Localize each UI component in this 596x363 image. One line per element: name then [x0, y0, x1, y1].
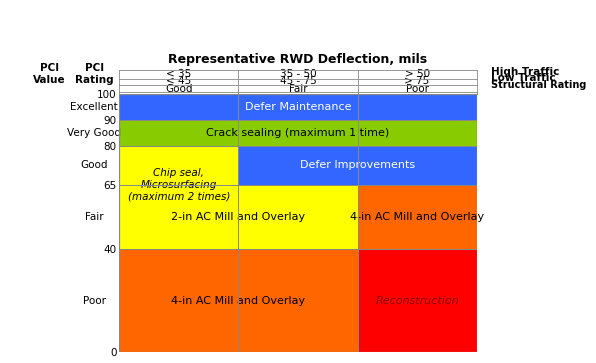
Text: Excellent: Excellent: [70, 102, 118, 112]
Text: 4-in AC Mill and Overlay: 4-in AC Mill and Overlay: [350, 212, 485, 222]
Text: < 35: < 35: [166, 69, 191, 79]
Bar: [119, 94, 477, 120]
Text: > 50: > 50: [405, 69, 430, 79]
Text: Fair: Fair: [85, 212, 104, 222]
Bar: [119, 249, 358, 352]
Text: Defer Maintenance: Defer Maintenance: [245, 102, 351, 112]
Text: Defer Improvements: Defer Improvements: [300, 160, 415, 170]
Text: 45 - 75: 45 - 75: [280, 76, 316, 86]
Text: Good: Good: [80, 160, 108, 170]
Bar: [119, 120, 477, 146]
Bar: [119, 184, 358, 249]
Text: Chip seal,
Microsurfacing
(maximum 2 times): Chip seal, Microsurfacing (maximum 2 tim…: [128, 168, 230, 201]
Text: Crack sealing (maximum 1 time): Crack sealing (maximum 1 time): [206, 128, 390, 138]
Text: 4-in AC Mill and Overlay: 4-in AC Mill and Overlay: [172, 295, 306, 306]
Text: 2-in AC Mill and Overlay: 2-in AC Mill and Overlay: [172, 212, 306, 222]
Text: Poor: Poor: [406, 84, 429, 94]
Text: PCI
Rating: PCI Rating: [75, 64, 113, 85]
Text: Good: Good: [165, 84, 193, 94]
Text: Representative RWD Deflection, mils: Representative RWD Deflection, mils: [169, 53, 427, 66]
Text: Reconstruction: Reconstruction: [375, 295, 459, 306]
Bar: [358, 184, 477, 249]
Text: 35 - 50: 35 - 50: [280, 69, 316, 79]
Text: Poor: Poor: [83, 295, 105, 306]
Text: Fair: Fair: [288, 84, 308, 94]
Text: PCI
Value: PCI Value: [33, 64, 66, 85]
Text: > 75: > 75: [405, 76, 430, 86]
Text: < 45: < 45: [166, 76, 191, 86]
Bar: [358, 249, 477, 352]
Text: Very Good: Very Good: [67, 128, 121, 138]
Bar: [119, 146, 238, 223]
Bar: [238, 146, 477, 184]
Text: High Traffic: High Traffic: [491, 68, 560, 77]
Text: Low Traffic: Low Traffic: [491, 73, 555, 83]
Text: Structural Rating: Structural Rating: [491, 79, 586, 90]
